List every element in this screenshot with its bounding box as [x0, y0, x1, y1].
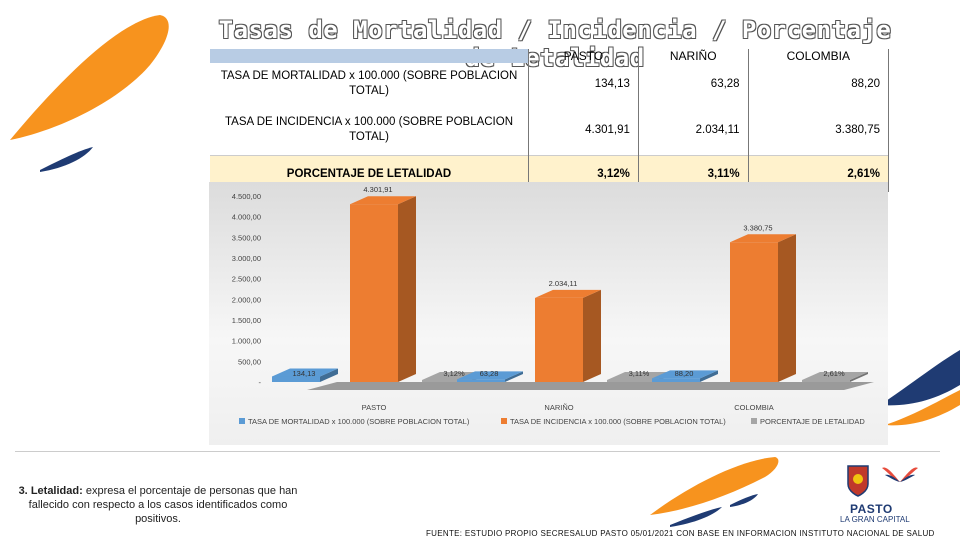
legend-label: TASA DE MORTALIDAD x 100.000 (SOBRE POBL… [248, 417, 470, 426]
data-label: 3,12% [443, 369, 465, 378]
source-note: FUENTE: ESTUDIO PROPIO SECRESALUD PASTO … [426, 529, 935, 538]
y-tick-label: 3.000,00 [232, 254, 261, 263]
table-cell: 2.034,11 [638, 105, 749, 156]
legend-swatch [751, 418, 757, 424]
y-tick-label: 4.500,00 [232, 192, 261, 201]
x-category-label: NARIÑO [544, 403, 573, 412]
bar-top [802, 372, 868, 380]
bar-side [583, 289, 601, 382]
data-label: 4.301,91 [363, 185, 392, 194]
bar-side [398, 196, 416, 382]
y-tick-label: - [259, 378, 262, 387]
x-category-label: PASTO [362, 403, 387, 412]
legend-swatch [239, 418, 245, 424]
row-label: TASA DE INCIDENCIA x 100.000 (SOBRE POBL… [210, 105, 529, 156]
table-cell: 63,28 [638, 63, 749, 105]
note-term: Letalidad: [30, 485, 83, 497]
bar [730, 242, 778, 382]
data-label: 3,11% [629, 369, 650, 378]
table-cell: 88,20 [748, 63, 890, 105]
footer-divider [15, 451, 940, 452]
chart-canvas: 4.500,00 4.000,00 3.500,00 3.000,00 2.500,00… [232, 185, 874, 426]
table-header-row: PASTO NARIÑO COLOMBIA [210, 49, 890, 63]
data-label: 134,13 [293, 369, 316, 378]
data-label: 63,28 [480, 369, 499, 378]
data-label: 88,20 [675, 369, 694, 378]
decorative-swoosh-right [880, 350, 960, 426]
bar-side [505, 371, 523, 382]
decorative-swoosh-bottom [650, 457, 779, 527]
letalidad-note: 3. Letalidad: expresa el porcentaje de p… [18, 484, 298, 526]
legend-label: TASA DE INCIDENCIA x 100.000 (SOBRE POBL… [510, 417, 726, 426]
data-label: 2,61% [823, 369, 845, 378]
bar [350, 204, 398, 382]
legend-label: PORCENTAJE DE LETALIDAD [760, 417, 865, 426]
bar [272, 376, 320, 382]
bar-chart: 4.500,00 4.000,00 3.500,00 3.000,00 2.500,00… [209, 182, 888, 445]
table-cell: 4.301,91 [528, 105, 639, 156]
bar-top [350, 196, 416, 205]
table-cell: 134,13 [528, 63, 639, 105]
bar-side [700, 370, 718, 382]
table-row: TASA DE MORTALIDAD x 100.000 (SOBRE POBL… [210, 63, 890, 105]
note-text: expresa el porcentaje de personas que ha… [28, 485, 298, 525]
row-label: TASA DE MORTALIDAD x 100.000 (SOBRE POBL… [210, 63, 529, 105]
decorative-swoosh-top-left [10, 15, 169, 172]
data-label: 2.034,11 [549, 279, 578, 288]
bar-top [652, 370, 718, 379]
bar-top [730, 234, 796, 243]
bar [802, 380, 850, 382]
chart-floor [307, 382, 874, 390]
bar [607, 380, 655, 382]
bar-top [535, 289, 601, 298]
bar [535, 297, 583, 382]
bar-side [778, 234, 796, 382]
table-header-cell: NARIÑO [638, 49, 749, 63]
y-tick-label: 2.500,00 [232, 275, 261, 284]
data-label: 3.380,75 [743, 223, 772, 232]
table-header-cell: PASTO [528, 49, 639, 63]
bar [422, 380, 470, 382]
bar-side [320, 368, 338, 382]
y-tick-label: 2.000,00 [232, 295, 261, 304]
stats-table: PASTO NARIÑO COLOMBIA TASA DE MORTALIDAD… [210, 49, 890, 192]
note-number: 3. [18, 485, 28, 497]
y-tick-label: 4.000,00 [232, 213, 261, 222]
table-header-blank [210, 49, 529, 63]
logo-name: PASTO [850, 502, 893, 516]
bar [457, 379, 505, 382]
bar-top [272, 368, 338, 377]
bar-side [850, 372, 868, 382]
pasto-logo-icon [847, 465, 918, 497]
bar [652, 378, 700, 382]
table-row: TASA DE INCIDENCIA x 100.000 (SOBRE POBL… [210, 105, 890, 156]
y-tick-label: 1.500,00 [232, 316, 261, 325]
table-header-cell: COLOMBIA [748, 49, 890, 63]
x-category-label: COLOMBIA [734, 403, 774, 412]
y-tick-label: 1.000,00 [232, 337, 261, 346]
table-cell: 3.380,75 [748, 105, 890, 156]
bar-top [457, 371, 523, 380]
logo-subtitle: LA GRAN CAPITAL [840, 515, 910, 524]
y-tick-label: 500,00 [238, 357, 261, 366]
legend-swatch [501, 418, 507, 424]
y-tick-label: 3.500,00 [232, 233, 261, 242]
